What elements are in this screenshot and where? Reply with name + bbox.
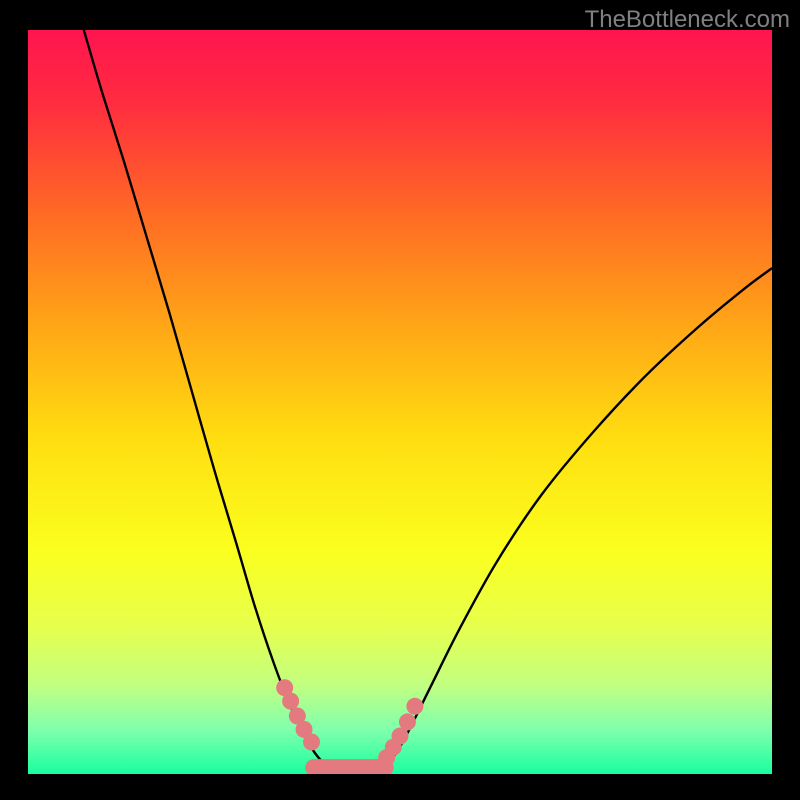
valley-left-dot-1	[282, 693, 299, 710]
valley-left-dot-4	[303, 734, 320, 751]
valley-right-dot-3	[399, 713, 416, 730]
plot-background	[28, 30, 772, 774]
chart-canvas: TheBottleneck.com	[0, 0, 800, 800]
watermark-text: TheBottleneck.com	[585, 6, 790, 34]
valley-right-dot-4	[406, 698, 423, 715]
bottleneck-chart	[0, 0, 800, 800]
